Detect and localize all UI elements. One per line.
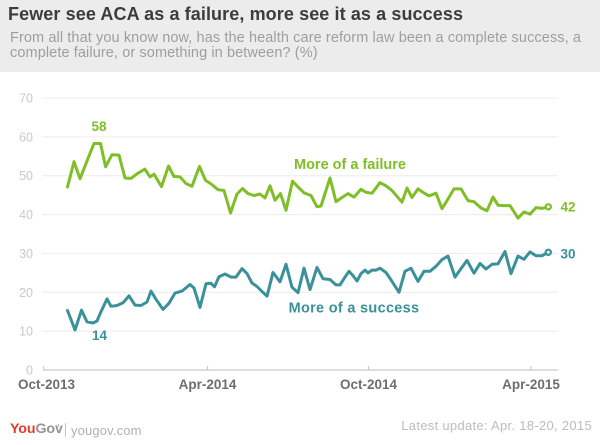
svg-text:Oct-2014: Oct-2014 <box>340 377 398 392</box>
svg-text:Apr-2014: Apr-2014 <box>179 377 237 392</box>
svg-text:30: 30 <box>560 247 575 262</box>
svg-text:20: 20 <box>19 286 33 300</box>
svg-text:40: 40 <box>19 208 33 222</box>
svg-text:42: 42 <box>560 200 575 215</box>
svg-text:0: 0 <box>26 364 33 378</box>
svg-text:Oct-2013: Oct-2013 <box>18 377 76 392</box>
svg-text:50: 50 <box>19 169 33 183</box>
svg-text:60: 60 <box>19 130 33 144</box>
svg-text:30: 30 <box>19 247 33 261</box>
svg-text:More of a success: More of a success <box>289 301 420 317</box>
svg-text:14: 14 <box>92 328 108 343</box>
svg-text:10: 10 <box>19 325 33 339</box>
svg-text:70: 70 <box>19 92 33 106</box>
svg-text:More of a failure: More of a failure <box>294 157 406 173</box>
svg-text:58: 58 <box>91 119 107 134</box>
svg-text:Apr-2015: Apr-2015 <box>502 377 560 392</box>
